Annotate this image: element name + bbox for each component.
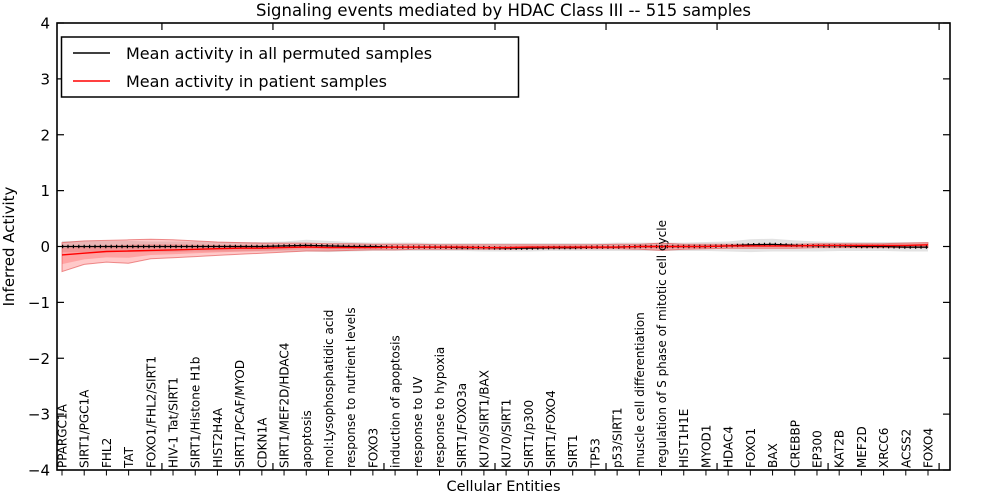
x-category-label: FHL2	[100, 438, 114, 468]
x-category-label: MEF2D	[855, 426, 869, 468]
x-category-label: SIRT1/p300	[522, 400, 536, 468]
x-category-label: KAT2B	[833, 430, 847, 468]
x-category-label: SIRT1/PGC1A	[78, 389, 92, 468]
y-tick-label: 4	[40, 15, 50, 33]
y-tick-label: 2	[40, 126, 50, 144]
x-category-label: FOXO4	[922, 428, 936, 468]
x-category-label: SIRT1/Histone H1b	[189, 357, 203, 468]
y-tick-label: −4	[28, 462, 50, 480]
x-category-label: PPARGC1A	[56, 403, 70, 468]
x-category-label: TAT	[122, 446, 136, 469]
x-category-label: KU70/SIRT1/BAX	[477, 370, 491, 468]
y-tick-label: 0	[40, 238, 50, 256]
legend-label-permuted: Mean activity in all permuted samples	[126, 44, 432, 63]
x-category-label: HDAC4	[722, 426, 736, 468]
x-axis-label: Cellular Entities	[446, 479, 560, 495]
x-category-label: SIRT1/MEF2D/HDAC4	[278, 343, 292, 468]
x-category-label: SIRT1/PCAF/MYOD	[233, 360, 247, 468]
x-category-label: CDKN1A	[255, 417, 269, 468]
x-category-label: ACSS2	[899, 429, 913, 468]
x-category-label: apoptosis	[300, 410, 314, 468]
plot-border	[56, 22, 951, 471]
x-category-label: KU70/SIRT1	[500, 399, 514, 468]
x-category-label: CREBBP	[788, 420, 802, 468]
x-category-label: muscle cell differentiation	[633, 312, 647, 468]
x-category-label: BAX	[766, 443, 780, 468]
x-category-label: mol:Lysophosphatidic acid	[322, 310, 336, 468]
legend: Mean activity in all permuted samples Mea…	[60, 36, 520, 98]
x-category-label: FOXO1	[744, 428, 758, 468]
x-category-label: SIRT1/FOXO4	[544, 390, 558, 468]
chart-title: Signaling events mediated by HDAC Class …	[256, 1, 751, 20]
x-category-label: FOXO3	[366, 428, 380, 468]
x-category-label: SIRT1	[566, 434, 580, 468]
x-category-label: XRCC6	[877, 428, 891, 468]
x-category-label: response to hypoxia	[433, 347, 447, 468]
y-tick-label: 1	[40, 182, 50, 200]
y-tick-label: −3	[28, 406, 50, 424]
x-category-label: TP53	[588, 438, 602, 469]
y-tick-label: 3	[40, 70, 50, 88]
x-category-label: HIST2H4A	[211, 407, 225, 468]
x-category-label: HIST1H1E	[677, 409, 691, 468]
legend-label-patient: Mean activity in patient samples	[126, 72, 387, 91]
x-category-label: response to UV	[411, 376, 425, 468]
y-axis-label: Inferred Activity	[0, 186, 18, 306]
x-category-label: HIV-1 Tat/SIRT1	[167, 377, 181, 468]
x-category-label: response to nutrient levels	[344, 307, 358, 468]
y-tick-label: −2	[28, 350, 50, 368]
legend-box	[60, 36, 520, 98]
x-category-label: EP300	[810, 430, 824, 468]
x-category-label: regulation of S phase of mitotic cell cy…	[655, 220, 669, 468]
x-category-label: p53/SIRT1	[611, 407, 625, 468]
patient-mean-line	[61, 244, 929, 256]
x-category-label: SIRT1/FOXO3a	[455, 383, 469, 468]
x-category-label: MYOD1	[699, 425, 713, 468]
x-category-label: induction of apoptosis	[389, 335, 403, 468]
x-category-label: FOXO1/FHL2/SIRT1	[144, 356, 158, 468]
y-tick-label: −1	[28, 294, 50, 312]
patient-confidence-band-inner	[62, 243, 928, 265]
